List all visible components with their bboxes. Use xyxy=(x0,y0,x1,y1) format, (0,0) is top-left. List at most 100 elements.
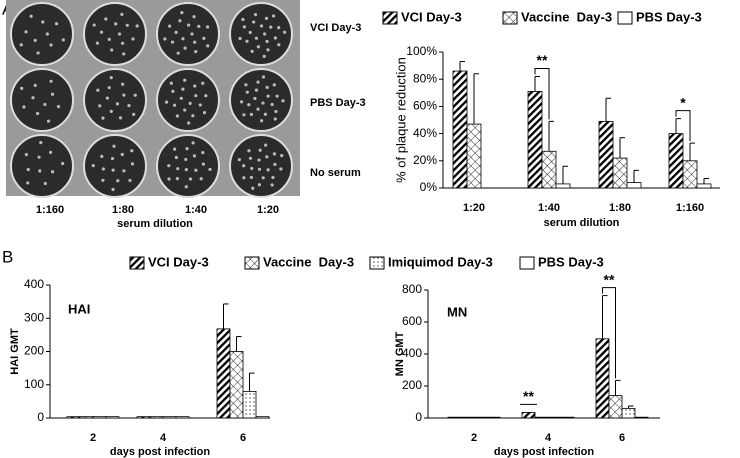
plaque xyxy=(61,38,65,42)
plaque xyxy=(256,45,260,49)
plaque xyxy=(39,141,43,145)
plaque xyxy=(266,48,270,52)
plaque xyxy=(54,22,59,26)
plaque xyxy=(257,183,262,187)
chart-title: HAI xyxy=(68,301,90,316)
plaque xyxy=(96,88,100,92)
y-tick-label: 200 xyxy=(24,344,44,358)
plaque xyxy=(99,30,104,34)
plaque xyxy=(114,22,118,26)
plaque xyxy=(194,94,198,98)
plaque xyxy=(261,75,266,79)
plaque xyxy=(104,17,108,21)
plaque xyxy=(31,96,35,100)
plaque xyxy=(167,177,171,181)
legend-label: Vaccine Day-3 xyxy=(263,254,354,269)
plaque xyxy=(281,99,285,103)
bar xyxy=(608,395,623,419)
bar xyxy=(696,183,712,189)
y-tick-label: 40% xyxy=(413,126,437,140)
plaque xyxy=(238,36,242,41)
plaque xyxy=(109,109,113,114)
plaque xyxy=(112,144,116,148)
plaque xyxy=(36,51,40,55)
plaque xyxy=(253,13,258,17)
x-axis-title: days post infection xyxy=(494,446,595,458)
bar xyxy=(473,416,488,419)
well xyxy=(10,2,74,66)
plaque xyxy=(122,93,126,97)
bar xyxy=(466,123,482,189)
plaque xyxy=(254,88,259,92)
plaque xyxy=(110,48,114,52)
x-tick-label: 6 xyxy=(619,432,625,444)
plaque xyxy=(49,150,53,154)
y-tick-label: 0% xyxy=(420,180,438,194)
plaque xyxy=(271,14,276,18)
plaque xyxy=(135,24,139,28)
legend-swatch xyxy=(502,11,518,25)
legend-swatch xyxy=(382,11,398,25)
well xyxy=(10,134,74,198)
bar xyxy=(255,416,270,419)
plaque xyxy=(24,152,28,157)
plaque xyxy=(266,168,270,172)
plaque xyxy=(111,187,115,192)
plaque xyxy=(242,25,246,29)
column-label: 1:80 xyxy=(112,204,134,216)
bar xyxy=(621,407,636,419)
plaque xyxy=(258,148,262,152)
plaque xyxy=(194,168,198,172)
plaque xyxy=(201,81,205,85)
bar xyxy=(626,182,642,189)
plaque xyxy=(249,175,253,180)
plaque xyxy=(242,164,246,168)
legend-swatch xyxy=(244,256,260,270)
plaque xyxy=(273,36,277,40)
bar xyxy=(452,70,468,189)
significance: ** xyxy=(604,271,615,287)
plaque xyxy=(122,169,126,173)
bar xyxy=(136,416,151,419)
bar xyxy=(66,416,81,419)
plaque xyxy=(260,119,264,123)
plaque xyxy=(110,156,115,161)
legend-label: PBS Day-3 xyxy=(636,9,702,24)
y-axis-title: MN GMT xyxy=(394,331,406,376)
plaque xyxy=(192,15,196,19)
plaque xyxy=(174,30,178,34)
plaque xyxy=(35,111,40,116)
plaque xyxy=(253,96,257,101)
plaque xyxy=(105,96,109,100)
bar xyxy=(175,416,190,419)
plaque xyxy=(116,179,120,183)
plaque xyxy=(107,86,111,90)
x-tick-label: 1:20 xyxy=(463,202,485,214)
plaque xyxy=(277,26,281,30)
plaque xyxy=(252,20,256,24)
y-tick-label: 60% xyxy=(413,99,437,113)
plaque xyxy=(125,23,129,27)
plaque xyxy=(101,178,105,182)
plaque xyxy=(277,43,281,47)
x-tick-label: 1:80 xyxy=(609,202,631,214)
plaque xyxy=(275,94,279,98)
plaque-photo xyxy=(6,0,300,198)
plaque xyxy=(247,149,251,153)
plaque xyxy=(191,141,195,145)
plaque xyxy=(101,116,105,120)
plaque xyxy=(262,54,266,58)
bar xyxy=(527,91,543,189)
bar xyxy=(105,416,120,419)
plaque xyxy=(188,101,192,105)
plaque xyxy=(184,157,188,162)
plaque xyxy=(269,25,273,29)
plaque xyxy=(279,167,283,171)
plaque xyxy=(92,23,96,27)
chart-title: MN xyxy=(447,304,467,319)
plaque xyxy=(274,109,278,114)
plaque xyxy=(127,104,131,108)
plaque xyxy=(132,112,136,116)
plaque xyxy=(43,181,47,186)
